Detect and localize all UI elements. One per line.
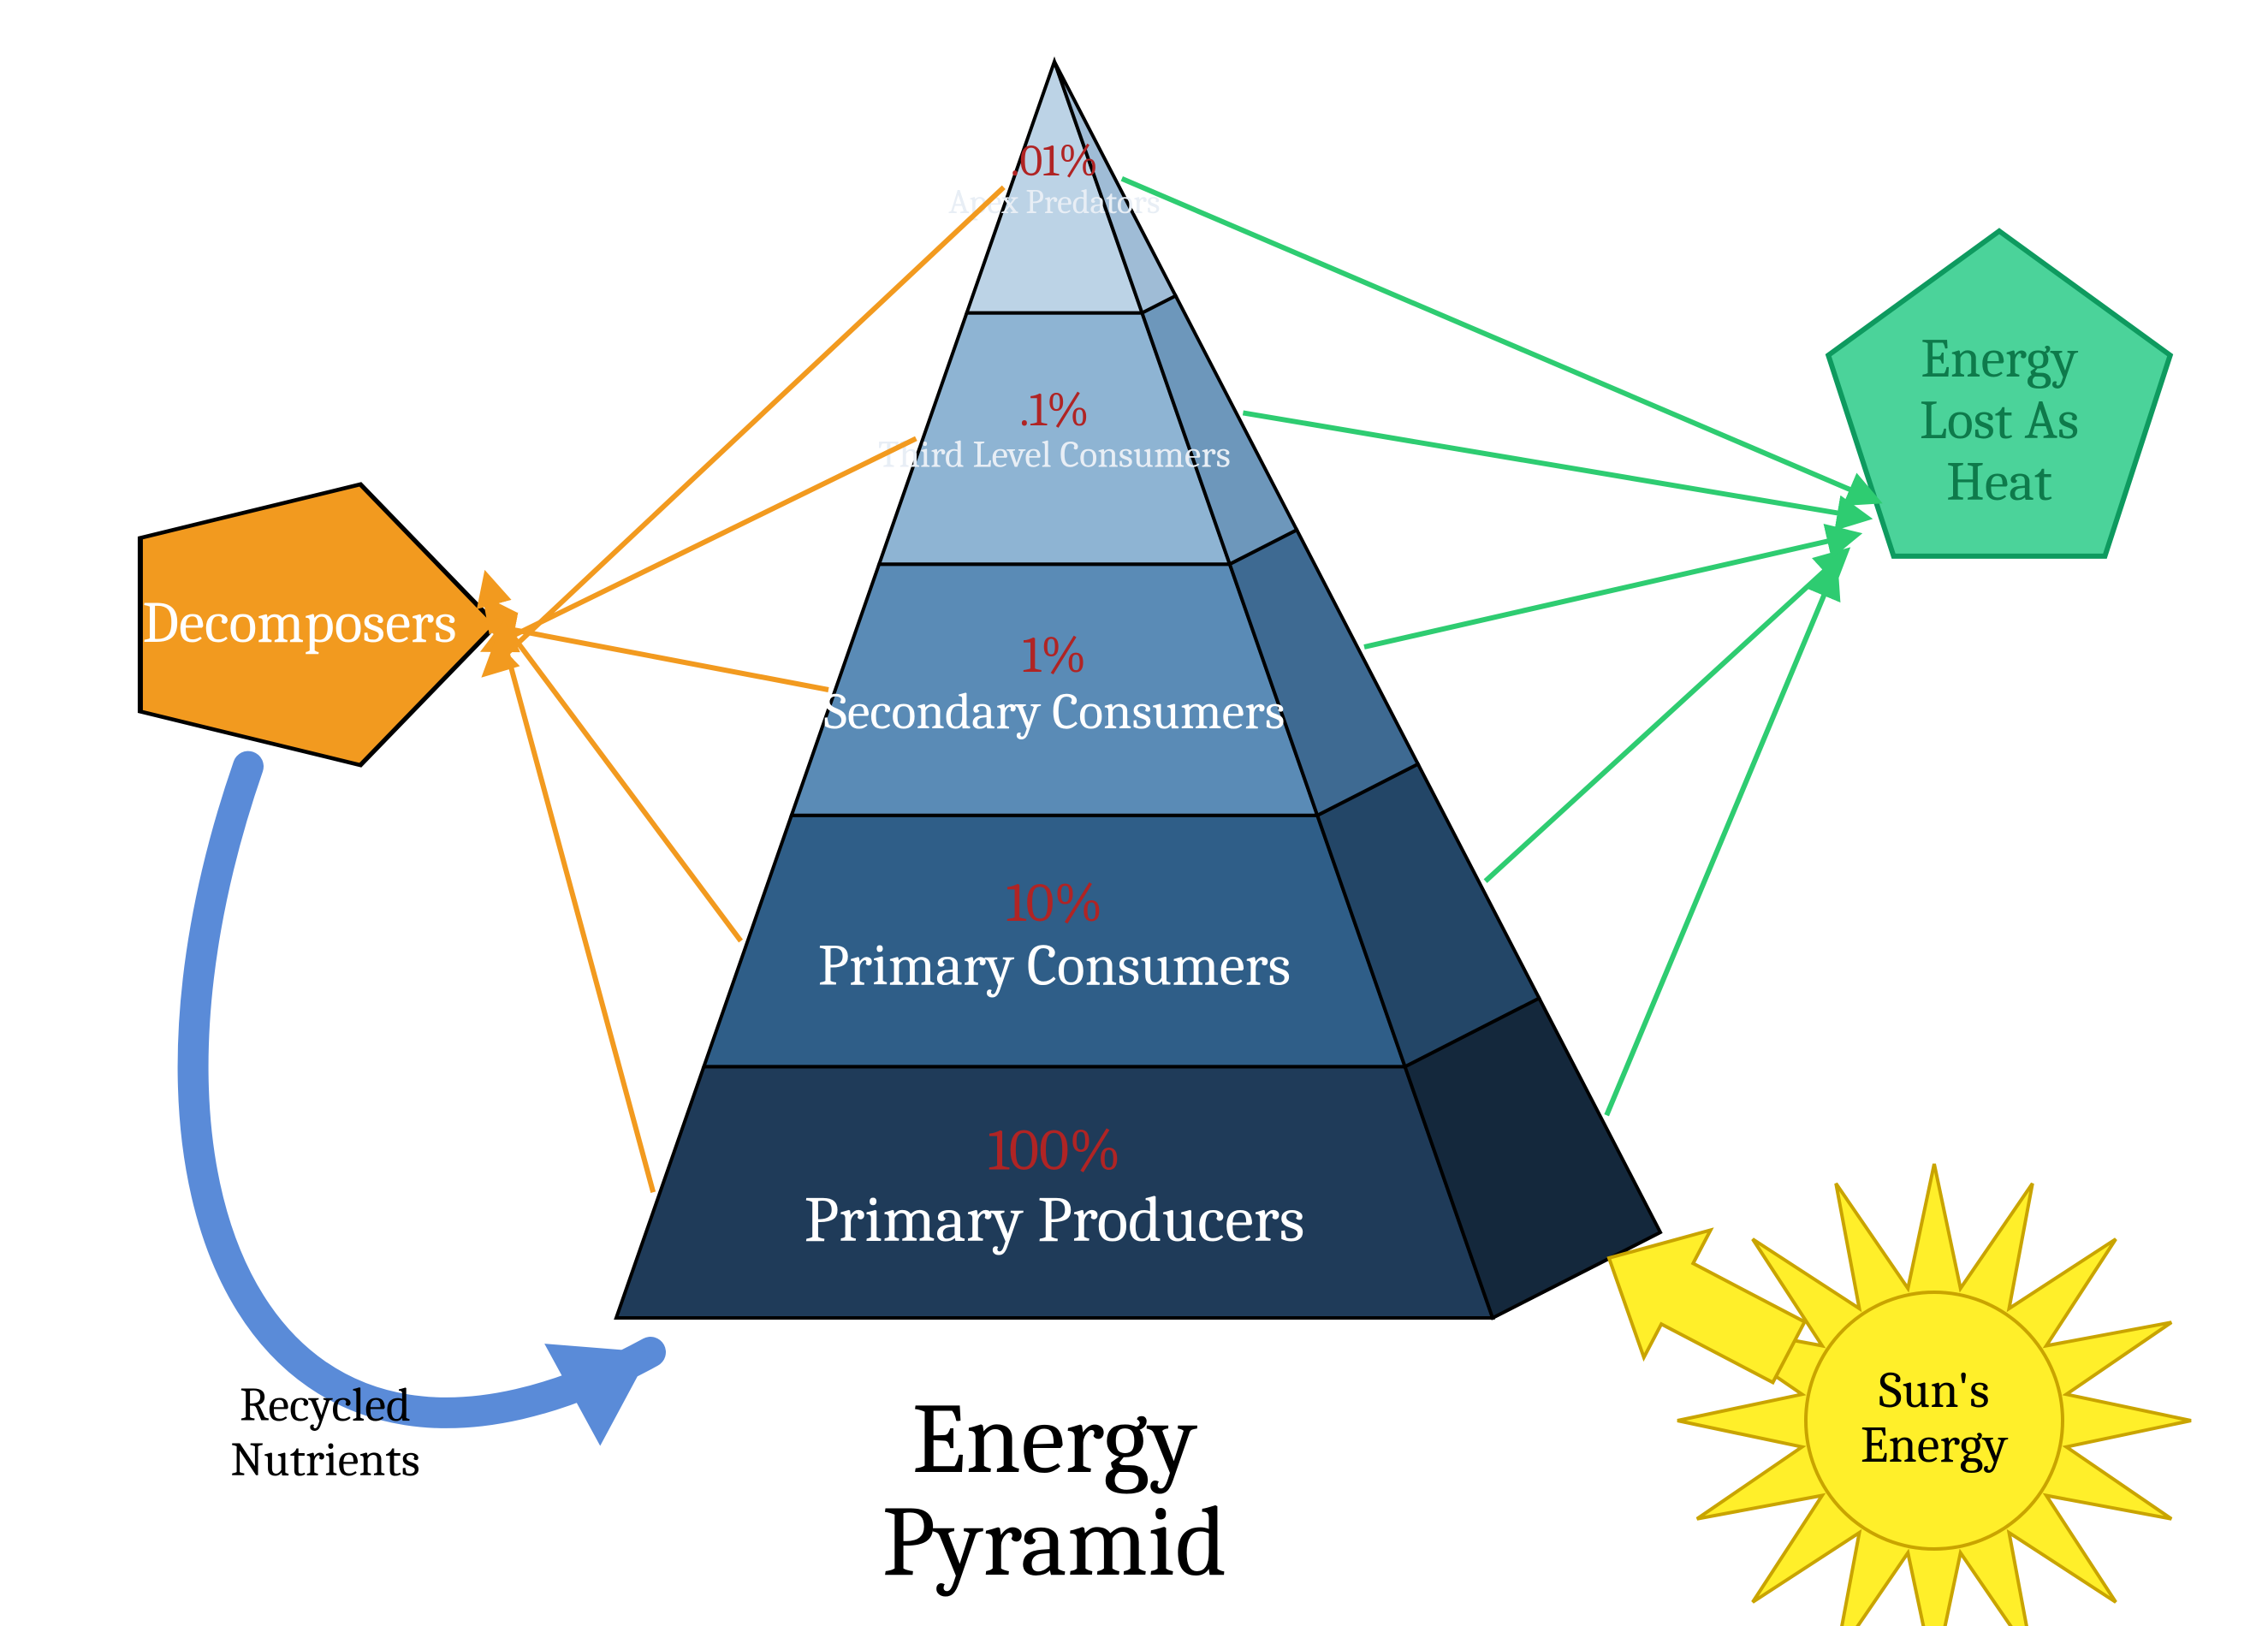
pyramid-label-tertiary: Third Level Consumers [878,432,1231,476]
arrow-decomp-secondary [487,625,829,690]
pyramid-percent-tertiary: .1% [1019,383,1089,437]
arrow-decomp-primary [487,601,741,941]
heat-label-1: Lost As [1920,389,2079,452]
pyramid-percent-primary: 10% [1006,871,1102,935]
decomposers-node: Decomposers [140,484,496,765]
pyramid-percent-producers: 100% [988,1118,1120,1184]
pyramid-label-secondary: Secondary Consumers [824,682,1285,741]
pyramid-label-producers: Primary Producers [804,1183,1305,1257]
arrow-heat-primary [1486,552,1845,881]
recycled-label-0: Recycled [240,1378,411,1433]
pyramid-label-primary: Primary Consumers [818,933,1291,1000]
recycled-label-1: Nutrients [230,1433,419,1487]
sun-node: Sun'sEnergy [1609,1164,2191,1626]
energy-pyramid: 100%Primary Producers 10%Primary Consumer… [616,62,1660,1318]
pyramid-percent-apex: .01% [1011,135,1099,187]
sun-label-0: Sun's [1879,1361,1989,1420]
pyramid-label-apex: Apex Predators [948,182,1160,222]
arrow-decomp-producers [487,577,654,1192]
decomposers-label: Decomposers [142,590,456,656]
heat-label-0: Energy [1921,327,2079,390]
diagram-title-line1: Energy [912,1383,1198,1497]
recycled-nutrients: RecycledNutrients [193,767,650,1487]
sun-label-1: Energy [1861,1415,2009,1475]
arrow-heat-producers [1606,569,1835,1115]
pyramid-percent-secondary: 1% [1022,626,1086,685]
arrow-heat-secondary [1364,535,1855,647]
arrow-heat-tertiary [1243,412,1866,518]
heat-node: EnergyLost AsHeat [1828,231,2170,556]
diagram-title-line2: Pyramid [882,1486,1227,1599]
heat-label-2: Heat [1946,450,2052,513]
